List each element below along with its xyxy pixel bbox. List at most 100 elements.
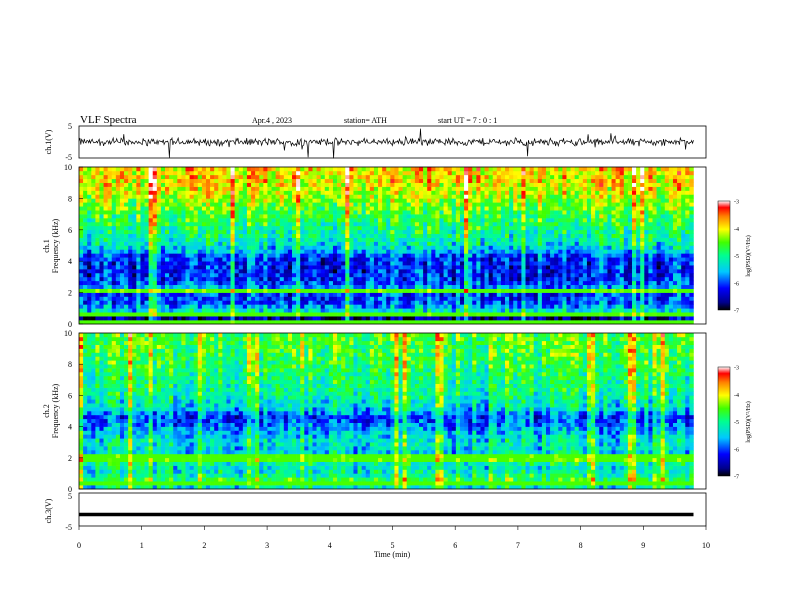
ch1-spectrogram-cell: [574, 308, 580, 313]
ch1-spectrogram-cell: [111, 253, 117, 258]
ch1-spectrogram-cell: [484, 253, 489, 258]
ch1-spectrogram-cell: [439, 186, 444, 191]
ch1-spectrogram-cell: [287, 316, 293, 321]
ch1-spectrogram-cell: [378, 190, 383, 195]
ch1-spectrogram-cell: [533, 272, 539, 278]
ch1-spectrogram-cell: [218, 284, 223, 289]
ch1-spectrogram-cell: [357, 237, 362, 242]
ch1-spectrogram-cell: [115, 320, 121, 325]
ch1-spectrogram-cell: [91, 237, 96, 242]
ch1-spectrogram-cell: [193, 218, 199, 223]
ch1-spectrogram-cell: [304, 284, 309, 289]
ch1-spectrogram-cell: [197, 249, 203, 254]
ch1-spectrogram-cell: [365, 225, 371, 231]
ch1-spectrogram-cell: [308, 320, 313, 325]
ch1-spectrogram-cell: [124, 265, 129, 270]
ch1-spectrogram-cell: [222, 241, 227, 246]
ch1-spectrogram-cell: [124, 170, 129, 176]
ch1-spectrogram-cell: [431, 178, 436, 183]
ch1-spectrogram-cell: [136, 265, 141, 270]
ch1-spectrogram-cell: [382, 182, 387, 187]
ch1-spectrogram-cell: [316, 272, 321, 278]
ch1-spectrogram-cell: [566, 182, 571, 187]
ch1-spectrogram-cell: [173, 308, 178, 313]
ch1-spectrogram-cell: [488, 186, 494, 191]
ch1-spectrogram-cell: [83, 272, 88, 278]
ch1-spectrogram-cell: [287, 296, 293, 301]
ch1-spectrogram-cell: [107, 308, 113, 313]
ch1-spectrogram-cell: [386, 316, 391, 321]
ch1-spectrogram-cell: [500, 170, 506, 176]
ch1-spectrogram-cell: [357, 190, 362, 195]
ch1-spectrogram-cell: [124, 316, 129, 321]
ch1-spectrogram-cell: [410, 272, 416, 278]
ch1-spectrogram-cell: [189, 218, 194, 223]
ch1-spectrogram-cell: [558, 186, 563, 191]
ch1-spectrogram-cell: [119, 202, 125, 207]
ch1-spectrogram-cell: [251, 229, 256, 235]
ch1-spectrogram-cell: [87, 280, 92, 286]
ch1-spectrogram-cell: [189, 167, 194, 172]
ch1-spectrogram-cell: [263, 249, 268, 254]
ch1-spectrogram-cell: [505, 229, 510, 235]
ch1-spectrogram-cell: [218, 194, 223, 199]
ch1-spectrogram-cell: [251, 312, 256, 317]
ch1-spectrogram-cell: [406, 300, 412, 305]
ch1-spectrogram-cell: [267, 198, 272, 203]
ch1-spectrogram-cell: [238, 249, 244, 254]
ch1-spectrogram-cell: [79, 269, 84, 274]
ch1-spectrogram-cell: [255, 221, 260, 227]
ch1-spectrogram-cell: [341, 304, 346, 309]
ch1-spectrogram-cell: [222, 202, 227, 207]
ch1-spectrogram-cell: [357, 194, 362, 199]
ch1-spectrogram-cell: [259, 198, 264, 203]
ch1-spectrogram-cell: [275, 218, 281, 223]
ch1-spectrogram-cell: [554, 280, 559, 286]
ch1-spectrogram-cell: [550, 308, 555, 313]
ch1-spectrogram-cell: [83, 300, 88, 305]
ch1-spectrogram-cell: [115, 292, 121, 297]
ch1-spectrogram-cell: [99, 320, 104, 325]
ch1-spectrogram-cell: [488, 249, 494, 254]
ch1-spectrogram-cell: [492, 312, 498, 317]
ch1-spectrogram-cell: [517, 194, 522, 199]
ch1-spectrogram-cell: [496, 276, 502, 282]
ch1-spectrogram-cell: [517, 167, 522, 172]
ch1-spectrogram-cell: [259, 237, 264, 242]
ch1-spectrogram-cell: [328, 218, 334, 223]
ch1-spectrogram-cell: [574, 194, 580, 199]
ch1-spectrogram-cell: [218, 280, 223, 286]
ch1-spectrogram-cell: [246, 288, 252, 293]
ch1-spectrogram-cell: [484, 202, 489, 207]
ch1-spectrogram-cell: [574, 276, 580, 282]
ch1-spectrogram-cell: [341, 261, 346, 266]
ch1-spectrogram-cell: [91, 186, 96, 191]
ch1-spectrogram-cell: [304, 218, 309, 223]
ch1-spectrogram-cell: [144, 304, 149, 309]
ch1-spectrogram-cell: [484, 170, 489, 176]
ch1-spectrogram-cell: [185, 320, 190, 325]
ch1-spectrogram-cell: [525, 190, 530, 195]
ch1-spectrogram-cell: [95, 296, 100, 301]
ch1-spectrogram-cell: [558, 288, 563, 293]
ch1-spectrogram-cell: [537, 214, 543, 219]
ch1-spectrogram-cell: [95, 221, 100, 227]
ch1-spectrogram-cell: [210, 210, 215, 215]
ch1-spectrogram-cell: [165, 202, 170, 207]
ch1-spectrogram-cell: [193, 284, 199, 289]
ch1-spectrogram-cell: [271, 182, 276, 187]
ch1-spectrogram-cell: [476, 202, 481, 207]
ch1-spectrogram-cell: [259, 300, 264, 305]
ch1-spectrogram-cell: [87, 174, 92, 180]
ch1-spectrogram-cell: [517, 178, 522, 183]
ch1-spectrogram-cell: [328, 210, 334, 215]
ch1-spectrogram-cell: [345, 249, 350, 254]
ch1-spectrogram-cell: [398, 265, 403, 270]
ch1-spectrogram-cell: [267, 174, 272, 180]
ch1-spectrogram-cell: [554, 261, 559, 266]
ch1-spectrogram-cell: [578, 272, 584, 278]
ch1-spectrogram-cell: [283, 237, 289, 242]
ch1-spectrogram-cell: [480, 280, 485, 286]
ch1-spectrogram-cell: [517, 190, 522, 195]
ch1-spectrogram-cell: [140, 296, 145, 301]
